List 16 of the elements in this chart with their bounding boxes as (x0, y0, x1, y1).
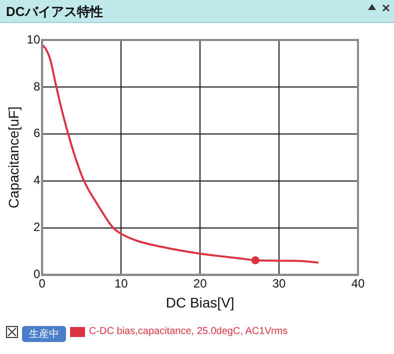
x-axis-title: DC Bias[V] (166, 294, 234, 310)
y-tick-label: 10 (26, 32, 40, 46)
x-tick-label: 30 (272, 276, 286, 290)
chart-title: DCバイアス特性 (6, 3, 103, 21)
y-tick-label: 6 (33, 126, 40, 140)
text: 生産中 (22, 326, 66, 342)
y-tick-label: 0 (33, 267, 40, 282)
legend-label: C-DC bias,capacitance, 25.0degC, AC1Vrms (89, 326, 288, 337)
x-tick-label: 20 (193, 276, 208, 290)
line-series (42, 44, 320, 264)
y-tick-label: 8 (33, 79, 40, 94)
y-axis-title: Capacitance[uF] (5, 106, 22, 208)
y-tick-label: 4 (33, 173, 40, 188)
x-tick-label: 10 (114, 276, 128, 290)
x-tick-label: 40 (351, 276, 365, 290)
y-tick-label: 2 (33, 220, 40, 234)
